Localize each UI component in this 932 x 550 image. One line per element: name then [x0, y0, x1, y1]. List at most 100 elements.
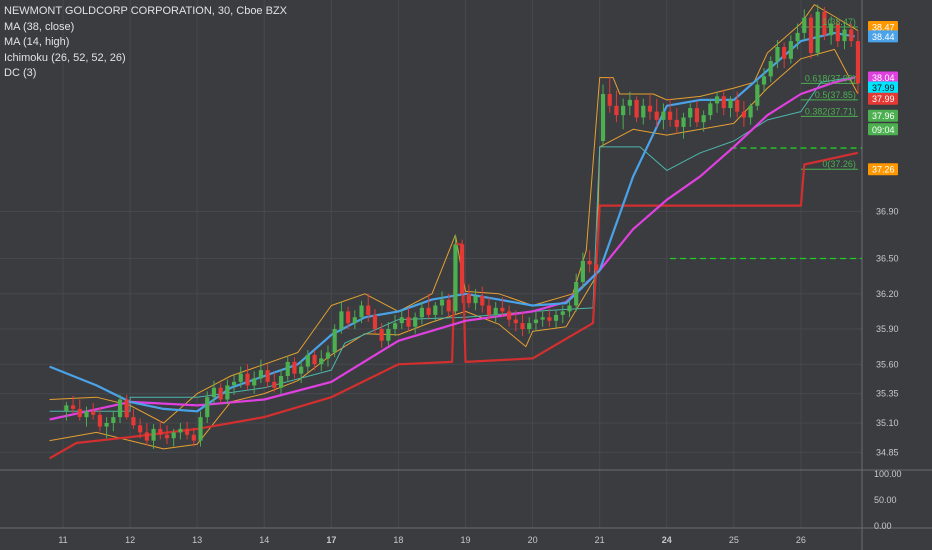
candle-body [252, 378, 257, 386]
candle-body [835, 23, 840, 42]
candle-body [500, 307, 505, 312]
candle-body [285, 361, 290, 376]
oscillator-tick-label: 100.00 [874, 469, 902, 479]
candle-body [674, 119, 679, 127]
candle-body [621, 105, 626, 116]
candle-body [795, 32, 800, 42]
candle-body [668, 111, 673, 120]
time-tick-label: 11 [58, 535, 67, 545]
candle-body [480, 296, 485, 306]
candle-body [245, 373, 250, 386]
price-tag-label: 37.26 [872, 165, 895, 175]
candle-body [580, 260, 585, 282]
candle-body [292, 361, 297, 374]
candle-body [346, 311, 351, 324]
candles [64, 4, 861, 449]
candle-body [768, 61, 773, 77]
candle-body [600, 94, 606, 141]
fib-level-label: 1(38.47) [822, 17, 856, 27]
fibonacci-labels: 1(38.47) 0.618(37.99) 0.5(37.85) 0.382(37.7… [805, 17, 856, 169]
candle-body [842, 29, 847, 42]
candle-body [829, 23, 834, 36]
candle-body [111, 417, 116, 423]
candle-body [64, 405, 69, 412]
ichimoku-base-line [49, 75, 858, 412]
price-tag-label: 09:04 [872, 125, 895, 135]
candle-body [439, 299, 445, 306]
fib-level-label: 0.382(37.71) [805, 106, 856, 116]
candle-body [124, 399, 129, 418]
candle-body [567, 305, 572, 312]
candle-body [332, 329, 337, 353]
candle-body [507, 311, 512, 320]
candle-body [748, 105, 753, 118]
price-tag [868, 30, 898, 43]
candle-body [808, 17, 814, 53]
candle-body [265, 370, 270, 382]
legend-ichimoku[interactable]: Ichimoku (26, 52, 52, 26) [4, 51, 126, 64]
candle-body [91, 411, 96, 415]
price-tag-label: 38.04 [872, 73, 895, 83]
price-tick-label: 34.85 [876, 447, 899, 457]
price-tick-label: 35.90 [876, 324, 899, 334]
candle-body [426, 307, 431, 315]
price-tag-label: 37.96 [872, 111, 895, 121]
candle-body [185, 428, 190, 435]
candle-body [366, 305, 371, 315]
candle-body [553, 314, 559, 321]
price-tag [868, 123, 898, 136]
candle-body [151, 428, 156, 441]
candle-body [77, 408, 82, 418]
time-tick-label: 14 [259, 535, 269, 545]
candle-body [178, 428, 183, 433]
candle-body [225, 385, 230, 400]
legend-donchian[interactable]: DC (3) [4, 67, 37, 79]
candle-body [788, 41, 793, 59]
candle-body [278, 376, 284, 388]
candle-body [533, 319, 539, 324]
candle-body [392, 323, 398, 329]
oscillator-tick-label: 50.00 [874, 495, 897, 505]
price-tag [868, 81, 898, 94]
price-tag [868, 163, 898, 176]
price-tick-label: 35.10 [876, 418, 899, 428]
candle-body [540, 317, 545, 320]
legend-ma-38[interactable]: MA (38, close) [4, 20, 75, 33]
candle-body [158, 428, 163, 435]
chart-title: NEWMONT GOLDCORP CORPORATION, 30, Cboe B… [4, 5, 287, 17]
candle-body [741, 111, 746, 118]
candle-body [138, 425, 143, 433]
candle-body [319, 358, 324, 365]
candle-body [627, 99, 632, 106]
time-tick-label: 21 [595, 535, 605, 545]
candle-body [574, 282, 579, 306]
candle-body [761, 76, 767, 85]
time-tick-label: 26 [796, 535, 806, 545]
candle-body [822, 11, 827, 36]
candle-body [97, 414, 102, 427]
candle-body [231, 381, 237, 386]
time-tick-label: 17 [326, 535, 336, 545]
time-tick-label: 20 [528, 535, 538, 545]
candle-body [446, 299, 451, 312]
donchian-lower-line [49, 48, 859, 450]
candle-body [735, 99, 740, 112]
legend-ma-14[interactable]: MA (14, high) [4, 36, 70, 48]
candle-body [527, 323, 532, 329]
dashed-levels [670, 147, 862, 260]
candle-body [325, 352, 331, 359]
candle-body [849, 29, 854, 42]
candle-body [399, 317, 404, 324]
candle-body [211, 387, 217, 398]
candle-body [513, 319, 518, 324]
price-tag-label: 38.44 [872, 32, 895, 42]
price-tag-label: 38.47 [872, 23, 895, 33]
price-tag [868, 92, 898, 105]
candle-body [701, 115, 706, 123]
candle-body [560, 311, 565, 315]
fib-level-label: 0.5(37.85) [815, 90, 856, 100]
candle-body [775, 47, 780, 62]
